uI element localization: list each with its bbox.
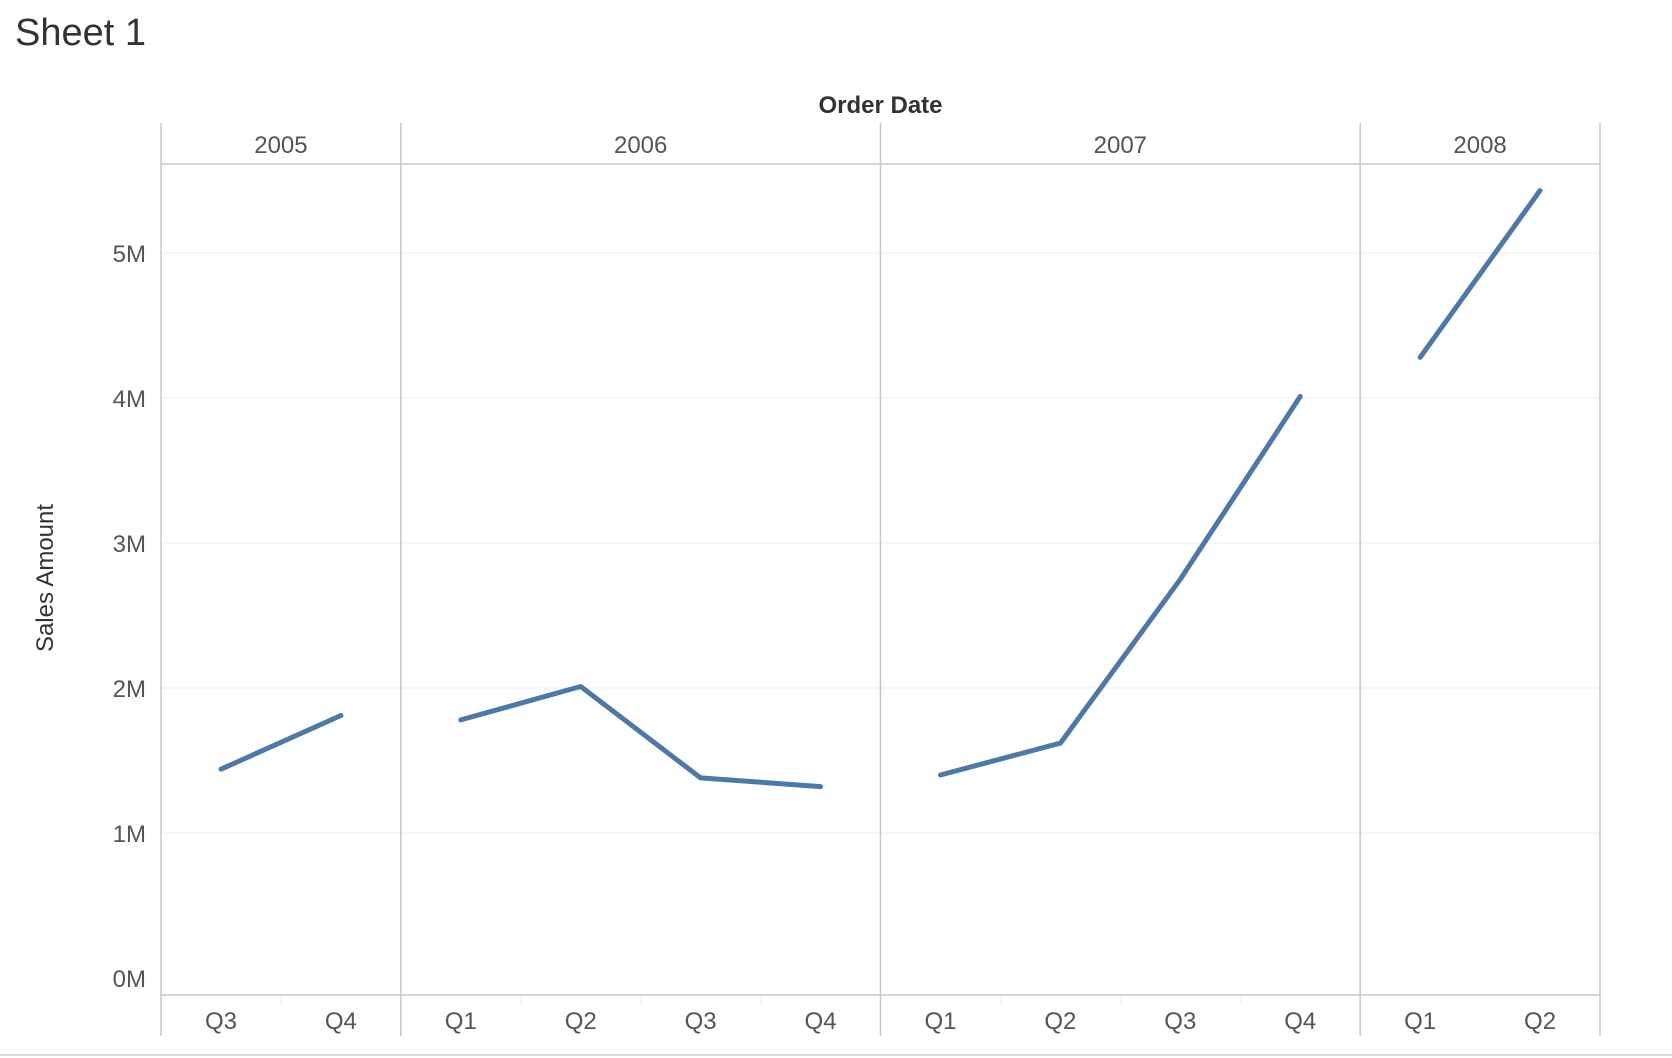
x-tick-label: Q4: [325, 1008, 357, 1035]
y-tick-label: 4M: [113, 386, 146, 413]
x-tick-label: Q4: [805, 1008, 837, 1035]
year-headers: 2005 2006 2007 2008: [254, 132, 1507, 159]
year-header-label: 2006: [614, 132, 667, 159]
sheet-title: Sheet 1: [15, 12, 146, 54]
y-tick-label: 3M: [113, 531, 146, 558]
y-axis: 0M 1M 2M 3M 4M 5M: [113, 241, 146, 993]
bottom-divider: [0, 1054, 1672, 1056]
year-header-label: 2007: [1094, 132, 1147, 159]
y-tick-label: 5M: [113, 241, 146, 268]
y-axis-title: Sales Amount: [32, 504, 59, 652]
x-tick-label: Q2: [1044, 1008, 1076, 1035]
y-tick-label: 2M: [113, 676, 146, 703]
series-lines: [218, 188, 1543, 790]
y-tick-label: 1M: [113, 821, 146, 848]
x-tick-label: Q2: [1524, 1008, 1556, 1035]
chart-frame: [160, 123, 1601, 1036]
x-tick-label: Q1: [1404, 1008, 1436, 1035]
series-line-2006: [458, 684, 823, 790]
x-tick-label: Q3: [685, 1008, 717, 1035]
y-tick-label: 0M: [113, 966, 146, 993]
x-tick-label: Q3: [205, 1008, 237, 1035]
year-header-label: 2005: [254, 132, 307, 159]
x-tick-label: Q2: [565, 1008, 597, 1035]
x-axis: Q3 Q4 Q1 Q2 Q3 Q4 Q1 Q2 Q3 Q4 Q1 Q2: [205, 995, 1556, 1035]
x-tick-label: Q1: [445, 1008, 477, 1035]
series-line-2008: [1417, 188, 1543, 360]
x-tick-label: Q3: [1164, 1008, 1196, 1035]
x-axis-title: Order Date: [818, 92, 942, 119]
x-tick-label: Q4: [1284, 1008, 1316, 1035]
series-line-2007: [938, 394, 1303, 778]
x-tick-label: Q1: [924, 1008, 956, 1035]
series-line-2005: [218, 713, 344, 772]
year-header-label: 2008: [1453, 132, 1506, 159]
